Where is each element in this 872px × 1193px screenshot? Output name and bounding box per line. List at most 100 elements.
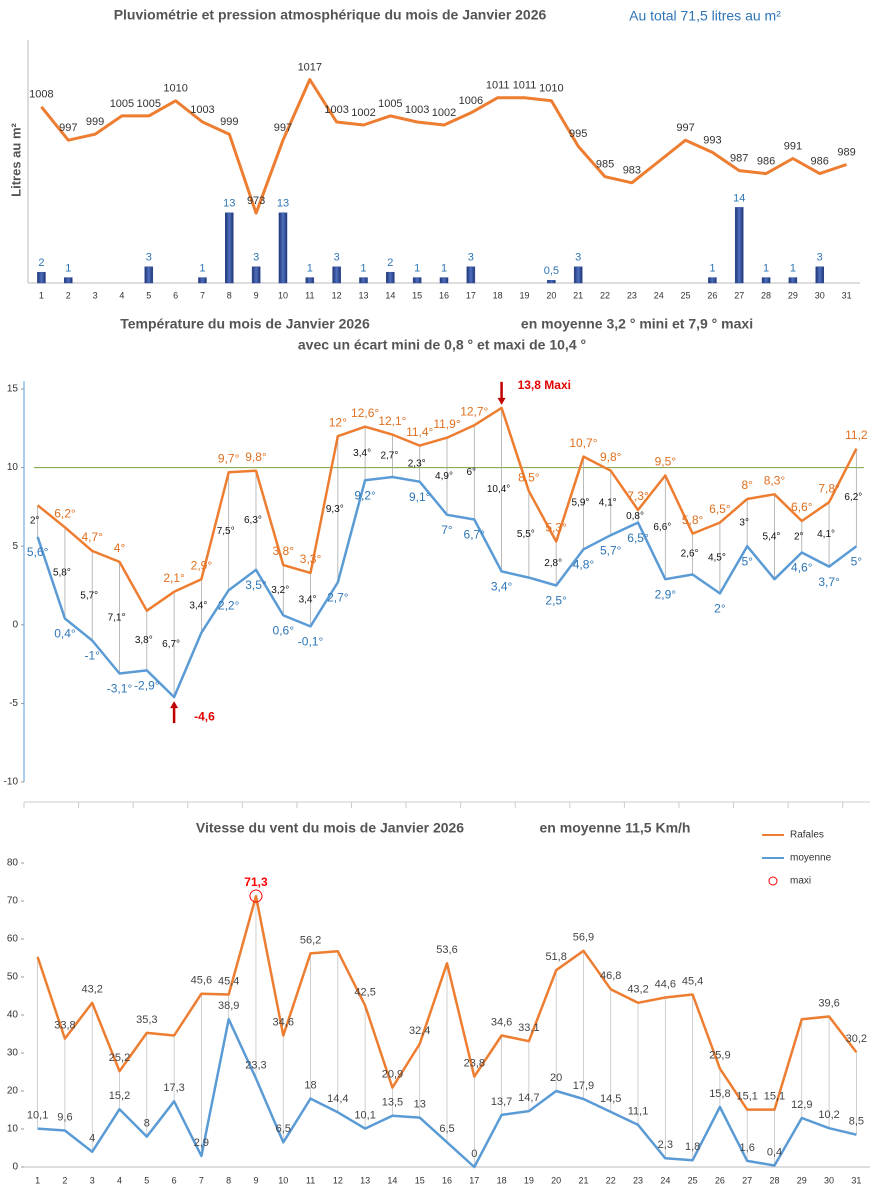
x-tick-label: 15 — [412, 290, 422, 300]
data-label: 10,1 — [354, 1110, 375, 1122]
x-tick-label: 19 — [524, 1175, 534, 1185]
legend-label: moyenne — [790, 853, 832, 864]
data-label: 3 — [817, 252, 823, 264]
x-tick-label: 10 — [278, 290, 288, 300]
data-label: 56,2 — [300, 934, 321, 946]
x-tick-label: 5 — [146, 290, 151, 300]
y-tick-label: 5 — [12, 541, 18, 552]
spread-label: 6,7° — [162, 639, 180, 650]
data-label: -2,9° — [134, 679, 160, 693]
data-label: 0,4 — [767, 1146, 782, 1158]
data-label: 13,7 — [491, 1096, 512, 1108]
data-label: 997 — [676, 122, 694, 134]
data-label: 1005 — [110, 98, 134, 110]
data-label: 14,7 — [518, 1092, 539, 1104]
x-tick-label: 16 — [439, 290, 449, 300]
series-line — [37, 1017, 857, 1169]
spread-label: 6,2° — [844, 492, 862, 503]
spread-label: 9,3° — [326, 504, 344, 515]
data-label: 6,5 — [276, 1123, 291, 1135]
data-label: 0,5 — [544, 265, 559, 277]
x-tick-label: 28 — [769, 1175, 779, 1185]
x-tick-label: 7 — [200, 290, 205, 300]
spread-label: 2° — [794, 531, 804, 542]
data-label: 1 — [790, 263, 796, 275]
spread-label: 6° — [467, 467, 477, 478]
spread-label: 10,4° — [487, 484, 510, 495]
data-label: 45,4 — [682, 975, 703, 987]
spread-label: 5,9° — [571, 498, 589, 509]
data-label: 1005 — [137, 98, 161, 110]
spread-label: 3,2° — [271, 585, 289, 596]
data-label: 1002 — [432, 107, 456, 119]
spread-label: 5,5° — [517, 529, 535, 540]
data-label: 5,8° — [682, 513, 704, 527]
y-tick-label: 70 — [7, 896, 19, 907]
data-label: 38,9 — [218, 1000, 239, 1012]
bar — [547, 280, 556, 284]
chart-note: avec un écart mini de 0,8 ° et maxi de 1… — [298, 337, 586, 353]
data-label: 12,1° — [378, 414, 406, 428]
spread-label: 4,1° — [599, 498, 617, 509]
data-label: 9,8° — [245, 450, 267, 464]
data-label: 6,5° — [627, 531, 649, 545]
data-label: 6,5 — [439, 1123, 454, 1135]
x-tick-label: 1 — [39, 290, 44, 300]
data-label: 3,3° — [300, 552, 322, 566]
min-arrow-head — [170, 701, 179, 709]
bar — [251, 266, 261, 284]
data-label: 15,8 — [709, 1088, 730, 1100]
x-tick-label: 30 — [815, 290, 825, 300]
data-label: 12,6° — [351, 406, 379, 420]
data-label: 10,7° — [569, 436, 597, 450]
data-label: 4° — [114, 541, 126, 555]
x-tick-label: 8 — [226, 1175, 231, 1185]
spread-label: 2,3° — [408, 458, 426, 469]
x-tick-label: 1 — [35, 1175, 40, 1185]
data-label: 35,3 — [136, 1014, 157, 1026]
spread-label: 3,4° — [189, 601, 207, 612]
x-tick-label: 11 — [306, 1175, 315, 1185]
data-label: 1010 — [163, 83, 187, 95]
data-label: 43,2 — [627, 984, 648, 996]
x-tick-label: 4 — [117, 1175, 122, 1185]
spread-label: 2,6° — [681, 549, 699, 560]
max-annotation: 13,8 Maxi — [518, 378, 571, 392]
bar — [359, 277, 368, 284]
data-label: 18 — [304, 1080, 316, 1092]
x-tick-label: 30 — [824, 1175, 834, 1185]
bar — [708, 277, 717, 284]
data-label: 44,6 — [655, 978, 676, 990]
x-tick-label: 26 — [715, 1175, 725, 1185]
y-tick-label: -5 — [9, 698, 18, 709]
x-tick-label: 27 — [742, 1175, 752, 1185]
bar — [63, 277, 73, 284]
data-label: 1,6 — [740, 1142, 755, 1154]
data-label: 8,5 — [849, 1116, 864, 1128]
series-line — [40, 78, 848, 215]
x-tick-label: 24 — [660, 1175, 670, 1185]
data-label: 2,1° — [163, 571, 185, 585]
data-label: 4,7° — [81, 530, 103, 544]
x-tick-label: 17 — [466, 290, 476, 300]
data-label: 1005 — [378, 98, 402, 110]
data-label: 11,2 — [845, 428, 868, 442]
data-label: 2,7° — [327, 591, 349, 605]
data-label: 10,1 — [27, 1110, 48, 1122]
data-label: 1 — [65, 263, 71, 275]
y-tick-label: 20 — [7, 1086, 19, 1097]
data-label: 6,6° — [791, 500, 813, 514]
data-label: 23,3 — [245, 1059, 266, 1071]
data-label: 997 — [274, 122, 292, 134]
x-tick-label: 15 — [415, 1175, 425, 1185]
data-label: 11,4° — [406, 425, 433, 439]
data-label: 999 — [86, 116, 104, 128]
data-label: 9,8° — [600, 450, 622, 464]
data-label: 20,9 — [382, 1068, 403, 1080]
spread-label: 6,6° — [653, 522, 671, 533]
data-label: 4,8° — [573, 558, 595, 572]
bar — [788, 277, 798, 284]
x-tick-label: 18 — [493, 290, 503, 300]
data-label: 9,7° — [218, 451, 240, 465]
